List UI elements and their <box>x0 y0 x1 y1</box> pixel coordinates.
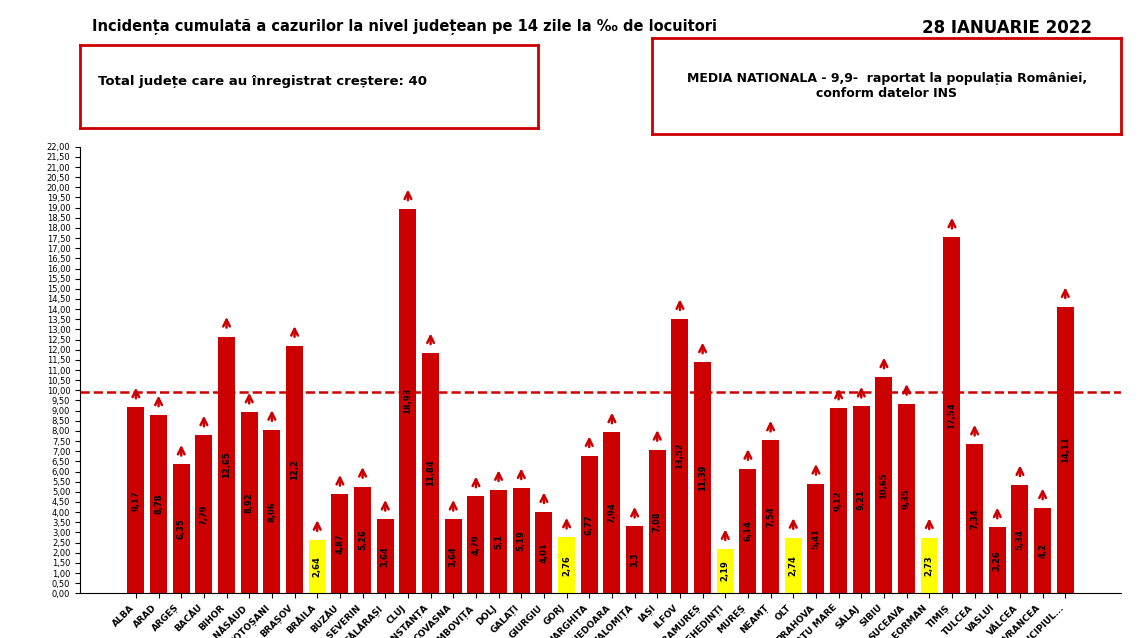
Text: 3,3: 3,3 <box>630 553 639 567</box>
Bar <box>376 519 394 593</box>
Text: Incidența cumulată a cazurilor la nivel județean pe 14 zile la ‰ de locuitori: Incidența cumulată a cazurilor la nivel … <box>92 19 716 35</box>
Bar <box>1057 307 1074 593</box>
Bar <box>490 490 507 593</box>
Text: 3,26: 3,26 <box>993 550 1002 570</box>
Text: 4,87: 4,87 <box>335 533 344 554</box>
Text: 5,34: 5,34 <box>1016 529 1025 549</box>
Text: 7,54: 7,54 <box>766 507 776 527</box>
Bar <box>626 526 643 593</box>
Text: 5,41: 5,41 <box>811 528 820 549</box>
Text: 9,12: 9,12 <box>834 491 843 511</box>
Bar <box>831 408 847 593</box>
Bar <box>332 494 349 593</box>
Bar <box>535 512 553 593</box>
Text: 7,34: 7,34 <box>970 508 979 529</box>
Text: 14,11: 14,11 <box>1060 437 1070 463</box>
Text: 8,06: 8,06 <box>268 501 277 522</box>
Bar <box>875 377 892 593</box>
Text: 9,35: 9,35 <box>903 488 911 508</box>
Text: 8,78: 8,78 <box>154 494 164 514</box>
Bar <box>422 353 439 593</box>
Text: 11,84: 11,84 <box>426 460 435 487</box>
Bar <box>603 432 620 593</box>
Bar <box>286 346 303 593</box>
Bar <box>196 435 213 593</box>
Text: 9,17: 9,17 <box>132 490 141 510</box>
Text: 3,64: 3,64 <box>381 546 390 567</box>
Text: 5,19: 5,19 <box>517 530 526 551</box>
Bar <box>739 469 756 593</box>
Bar <box>967 444 983 593</box>
Bar <box>808 484 825 593</box>
Text: 3,64: 3,64 <box>448 546 458 567</box>
Text: 7,08: 7,08 <box>653 511 661 531</box>
Bar <box>1011 485 1028 593</box>
Bar <box>173 464 190 593</box>
Text: MEDIA NATIONALA - 9,9-  raportat la populația României,
conform datelor INS: MEDIA NATIONALA - 9,9- raportat la popul… <box>686 72 1087 100</box>
Text: 4,01: 4,01 <box>540 542 548 563</box>
Text: 5,26: 5,26 <box>358 530 367 551</box>
Text: 4,2: 4,2 <box>1038 543 1047 558</box>
Text: 7,79: 7,79 <box>199 504 208 524</box>
Text: 5,1: 5,1 <box>494 534 503 549</box>
Text: 18,93: 18,93 <box>404 388 413 415</box>
Text: 6,77: 6,77 <box>585 514 594 535</box>
Bar <box>513 488 530 593</box>
Bar <box>309 540 326 593</box>
Text: 2,74: 2,74 <box>788 555 797 576</box>
Bar <box>558 537 575 593</box>
Bar <box>694 362 712 593</box>
Bar <box>581 456 598 593</box>
Text: 12,2: 12,2 <box>291 459 299 480</box>
Bar <box>399 209 416 593</box>
Text: 17,54: 17,54 <box>947 402 956 429</box>
Bar <box>1034 508 1051 593</box>
Text: 4,79: 4,79 <box>471 535 480 555</box>
Text: 6,35: 6,35 <box>176 519 185 539</box>
Bar <box>355 487 371 593</box>
Text: 7,94: 7,94 <box>607 503 617 523</box>
Bar <box>150 415 167 593</box>
Text: 12,65: 12,65 <box>222 452 231 478</box>
Bar <box>672 319 689 593</box>
Text: 8,92: 8,92 <box>245 493 254 513</box>
Text: 2,19: 2,19 <box>721 561 730 581</box>
Bar <box>263 430 280 593</box>
Bar <box>219 337 235 593</box>
Text: 9,21: 9,21 <box>857 489 866 510</box>
Bar <box>649 450 666 593</box>
Bar <box>762 440 779 593</box>
Bar <box>898 404 915 593</box>
Text: 2,76: 2,76 <box>562 555 571 575</box>
Text: 10,65: 10,65 <box>880 472 889 498</box>
Bar <box>468 496 484 593</box>
Text: 6,14: 6,14 <box>744 521 753 542</box>
Bar <box>785 538 802 593</box>
Text: 2,73: 2,73 <box>924 555 934 576</box>
Bar <box>988 527 1006 593</box>
Bar <box>921 538 938 593</box>
Bar <box>944 237 961 593</box>
Bar <box>127 407 144 593</box>
Text: 2,64: 2,64 <box>312 556 321 577</box>
Text: 13,52: 13,52 <box>675 443 684 470</box>
Text: 28 IANUARIE 2022: 28 IANUARIE 2022 <box>922 19 1091 37</box>
Bar <box>717 549 733 593</box>
Bar <box>445 519 462 593</box>
Bar <box>852 406 869 593</box>
Bar <box>240 412 257 593</box>
Text: 11,39: 11,39 <box>698 464 707 491</box>
Text: Total județe care au înregistrat creștere: 40: Total județe care au înregistrat creșter… <box>98 75 428 89</box>
